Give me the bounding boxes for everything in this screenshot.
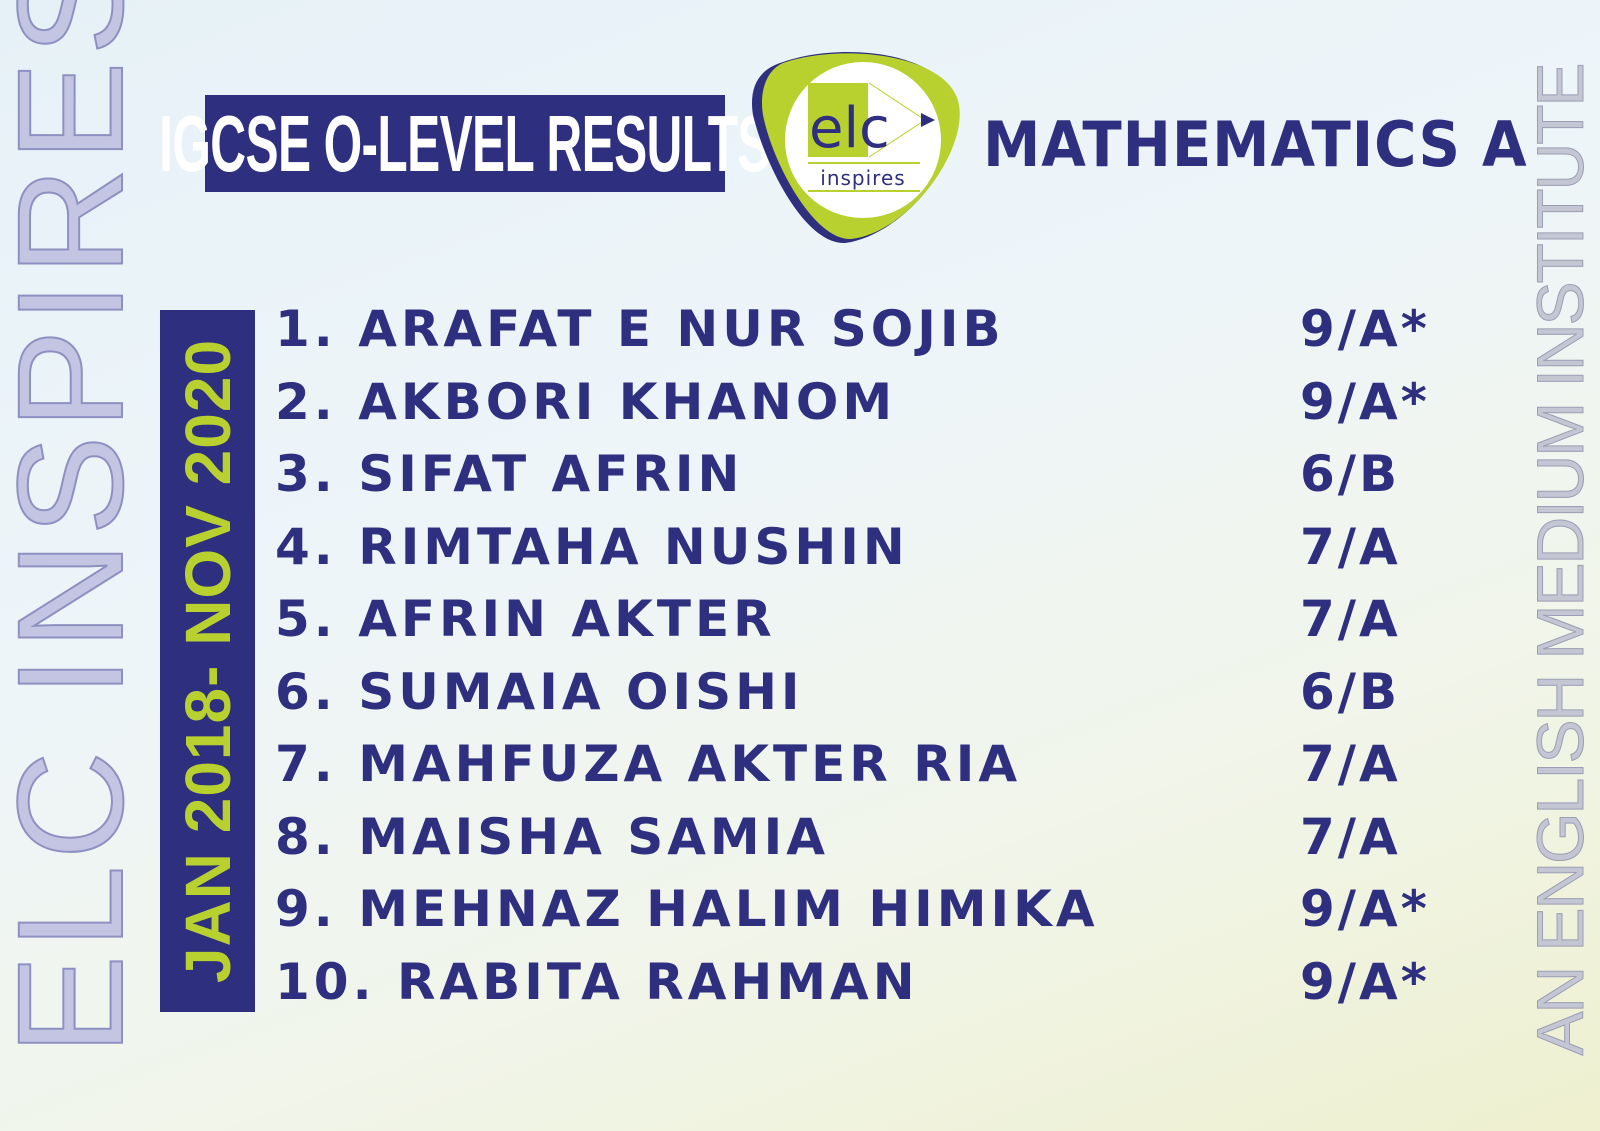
- date-range-banner: JAN 2018- NOV 2020: [160, 310, 255, 1012]
- result-row: 7. MAHFUZA AKTER RIA 7/A: [275, 735, 1475, 807]
- student-name: 10. RABITA RAHMAN: [275, 952, 919, 1011]
- result-row: 10. RABITA RAHMAN 9/A*: [275, 953, 1475, 1025]
- result-row: 2. AKBORI KHANOM 9/A*: [275, 373, 1475, 445]
- page-title: IGCSE O-LEVEL RESULTS: [159, 98, 771, 188]
- result-row: 8. MAISHA SAMIA 7/A: [275, 808, 1475, 880]
- student-grade: 7/A: [1300, 590, 1401, 648]
- student-grade: 6/B: [1300, 445, 1401, 503]
- elc-logo: elc inspires: [751, 52, 960, 244]
- student-grade: 9/A*: [1300, 372, 1430, 431]
- student-name: 9. MEHNAZ HALIM HIMIKA: [275, 880, 1099, 938]
- student-name: 6. SUMAIA OISHI: [275, 662, 804, 721]
- side-watermark-left: ELC INSPIRES: [0, 0, 155, 1056]
- result-row: 4. RIMTAHA NUSHIN 7/A: [275, 518, 1475, 590]
- result-row: 1. ARAFAT E NUR SOJIB 9/A*: [275, 300, 1475, 372]
- result-row: 5. AFRIN AKTER 7/A: [275, 590, 1475, 662]
- student-grade: 7/A: [1300, 807, 1401, 866]
- student-name: 8. MAISHA SAMIA: [275, 807, 829, 866]
- result-row: 6. SUMAIA OISHI 6/B: [275, 663, 1475, 735]
- student-grade: 6/B: [1300, 662, 1401, 721]
- student-name: 1. ARAFAT E NUR SOJIB: [275, 300, 1005, 358]
- student-grade: 9/A*: [1300, 300, 1430, 358]
- student-grade: 9/A*: [1300, 880, 1430, 938]
- student-name: 4. RIMTAHA NUSHIN: [275, 517, 909, 576]
- student-name: 2. AKBORI KHANOM: [275, 372, 897, 431]
- result-row: 9. MEHNAZ HALIM HIMIKA 9/A*: [275, 880, 1475, 952]
- student-grade: 9/A*: [1300, 952, 1430, 1011]
- student-name: 3. SIFAT AFRIN: [275, 445, 744, 503]
- date-range: JAN 2018- NOV 2020: [171, 338, 244, 984]
- side-watermark-right: AN ENGLISH MEDIUM INSTITUTE: [1523, 64, 1598, 1056]
- logo-tagline: inspires: [820, 166, 905, 190]
- student-name: 7. MAHFUZA AKTER RIA: [275, 735, 1022, 793]
- student-grade: 7/A: [1300, 517, 1401, 576]
- logo-text: elc: [809, 96, 890, 161]
- subject-title: MATHEMATICS A: [983, 108, 1528, 181]
- student-name: 5. AFRIN AKTER: [275, 590, 776, 648]
- student-grade: 7/A: [1300, 735, 1401, 793]
- result-row: 3. SIFAT AFRIN 6/B: [275, 445, 1475, 517]
- title-banner: IGCSE O-LEVEL RESULTS: [160, 95, 771, 192]
